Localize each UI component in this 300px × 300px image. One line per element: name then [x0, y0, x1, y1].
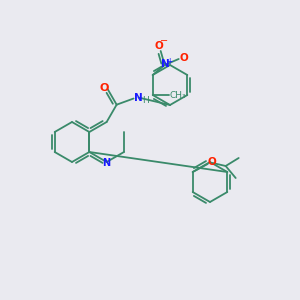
Text: H: H	[142, 96, 149, 105]
Text: N: N	[134, 92, 143, 103]
Text: N: N	[161, 59, 170, 69]
Text: O: O	[207, 157, 216, 167]
Text: O: O	[154, 41, 163, 51]
Text: O: O	[100, 83, 109, 93]
Text: CH₃: CH₃	[169, 91, 186, 100]
Text: N: N	[103, 158, 111, 168]
Text: +: +	[167, 58, 173, 67]
Text: −: −	[160, 36, 168, 46]
Text: O: O	[179, 53, 188, 63]
